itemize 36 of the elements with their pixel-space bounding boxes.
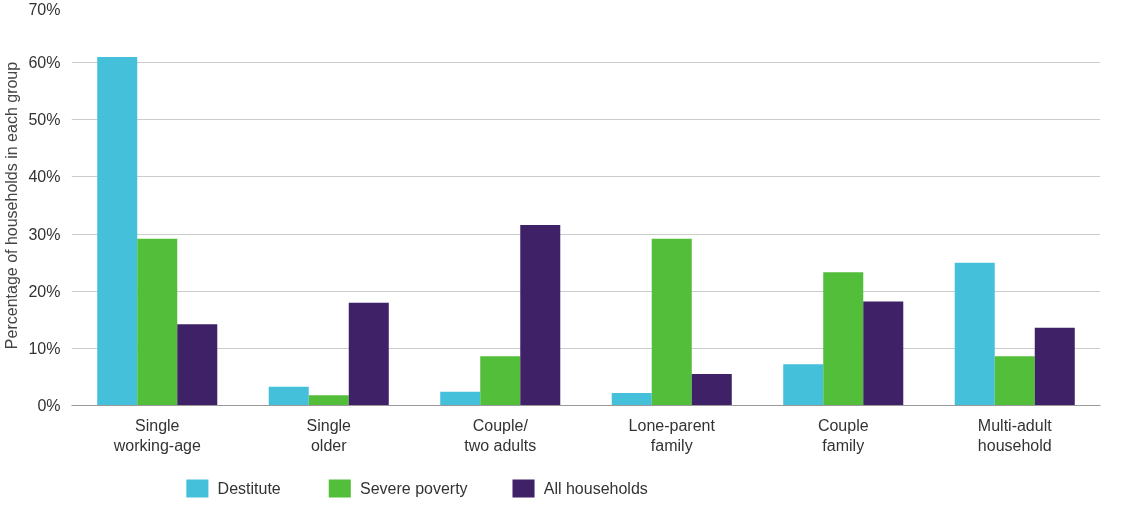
bar [783, 364, 824, 406]
x-tick-label: Lone-parent family [628, 416, 716, 454]
bar [268, 386, 309, 406]
legend-label: All households [543, 480, 648, 497]
x-tick-label: Couple/ two adults [464, 416, 537, 454]
bar [954, 262, 995, 406]
y-axis-title: Percentage of households in each group [3, 61, 21, 350]
y-tick-label: 40% [28, 168, 61, 186]
x-tick-label: Single working-age [112, 416, 201, 454]
bar [137, 238, 178, 406]
y-tick-label: 70% [28, 0, 61, 18]
y-tick-label: 30% [28, 225, 61, 243]
bar [480, 356, 521, 406]
bar [611, 392, 652, 406]
bar [691, 374, 732, 406]
y-tick-label: 60% [28, 54, 61, 72]
bar [994, 356, 1035, 406]
y-tick-label: 20% [28, 282, 61, 300]
bar [823, 272, 864, 406]
bar [177, 324, 218, 406]
bar [348, 302, 389, 406]
bar [520, 224, 561, 406]
bar [863, 301, 904, 406]
legend-label: Severe poverty [359, 480, 468, 497]
y-tick-label: 0% [37, 397, 61, 414]
x-tick-label: Single older [306, 416, 352, 454]
bar [1034, 327, 1075, 406]
bar [651, 238, 692, 406]
x-tick-label: Couple family [817, 416, 869, 454]
legend-label: Destitute [217, 480, 281, 497]
y-tick-label: 10% [28, 339, 61, 357]
x-tick-label: Multi-adult household [977, 416, 1053, 454]
y-tick-label: 50% [28, 111, 61, 129]
bar [97, 56, 138, 406]
bar [440, 391, 481, 406]
bar [308, 395, 349, 406]
